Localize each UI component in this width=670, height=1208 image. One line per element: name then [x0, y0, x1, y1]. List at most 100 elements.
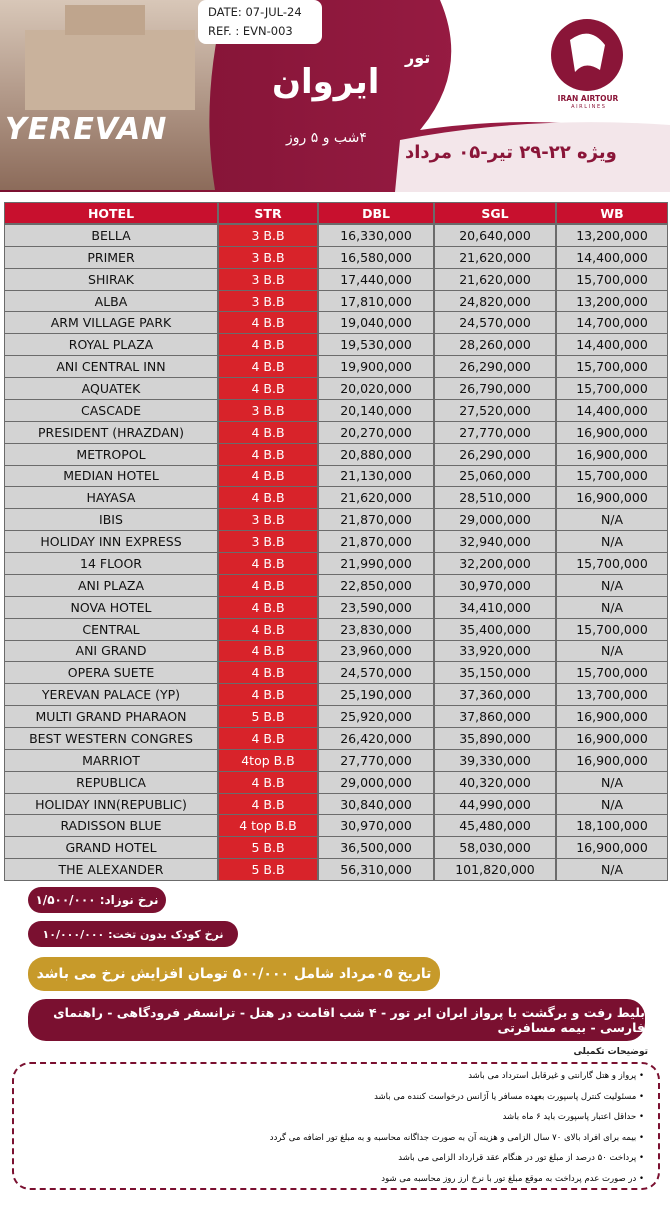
price-cell: 45,480,000 [434, 814, 556, 838]
header-cell: STR [218, 202, 318, 224]
price-cell: 22,850,000 [318, 573, 434, 597]
star-cell: 4 B.B [218, 420, 318, 444]
price-cell: METROPOL [4, 442, 218, 466]
logo-text: IRAN AIRTOUR [557, 94, 619, 103]
price-cell: 15,700,000 [556, 355, 668, 379]
price-cell: CASCADE [4, 398, 218, 422]
notice: تاریخ ۰۵مرداد شامل ۵۰۰/۰۰۰ تومان افزایش … [28, 957, 440, 991]
price-cell: 26,290,000 [434, 355, 556, 379]
star-cell: 4 B.B [218, 727, 318, 750]
price-cell: 20,140,000 [318, 398, 434, 422]
price-cell: 15,700,000 [556, 464, 668, 488]
building [25, 30, 195, 110]
star-cell: 5 B.B [218, 858, 318, 882]
ref: REF. : EVN-003 [208, 24, 293, 38]
price-cell: N/A [556, 573, 668, 597]
price-cell: N/A [556, 530, 668, 554]
price-cell: IBIS [4, 508, 218, 532]
star-cell: 4 top B.B [218, 814, 318, 838]
price-cell: 21,620,000 [434, 245, 556, 269]
price-cell: 15,700,000 [556, 552, 668, 575]
price-cell: N/A [556, 508, 668, 532]
price-cell: 21,870,000 [318, 508, 434, 532]
price-cell: BELLA [4, 224, 218, 247]
child-rate: نرخ کودک بدون تخت: ۱۰/۰۰۰/۰۰۰ [28, 921, 238, 947]
price-cell: 23,590,000 [318, 595, 434, 619]
note: حداقل اعتبار پاسپورت باید ۶ ماه باشد [28, 1107, 644, 1128]
price-cell: N/A [556, 858, 668, 882]
logo-emblem [570, 33, 605, 72]
price-cell: MARRIOT [4, 748, 218, 772]
price-cell: 30,840,000 [318, 792, 434, 816]
price-cell: 35,890,000 [434, 727, 556, 750]
price-cell: N/A [556, 639, 668, 663]
star-cell: 4 B.B [218, 617, 318, 641]
price-cell: NOVA HOTEL [4, 595, 218, 619]
price-cell: 21,130,000 [318, 464, 434, 488]
star-cell: 4 B.B [218, 639, 318, 663]
price-cell: 25,060,000 [434, 464, 556, 488]
star-cell: 4 B.B [218, 595, 318, 619]
star-cell: 3 B.B [218, 245, 318, 269]
price-cell: 25,190,000 [318, 683, 434, 707]
price-cell: 19,040,000 [318, 311, 434, 335]
price-cell: 21,990,000 [318, 552, 434, 575]
price-cell: 27,770,000 [318, 748, 434, 772]
star-cell: 3 B.B [218, 289, 318, 313]
price-cell: 13,200,000 [556, 224, 668, 247]
price-cell: HAYASA [4, 486, 218, 510]
price-cell: 27,770,000 [434, 420, 556, 444]
price-cell: 17,810,000 [318, 289, 434, 313]
price-cell: 14,400,000 [556, 398, 668, 422]
price-cell: 23,960,000 [318, 639, 434, 663]
logo-panel [420, 0, 670, 140]
header-cell: HOTEL [4, 202, 218, 224]
price-cell: N/A [556, 595, 668, 619]
price-cell: 20,640,000 [434, 224, 556, 247]
star-cell: 4 B.B [218, 333, 318, 357]
price-cell: 24,570,000 [318, 661, 434, 685]
price-cell: PRIMER [4, 245, 218, 269]
price-cell: 18,100,000 [556, 814, 668, 838]
price-cell: ANI PLAZA [4, 573, 218, 597]
price-cell: ROYAL PLAZA [4, 333, 218, 357]
price-cell: 16,900,000 [556, 442, 668, 466]
note: در صورت عدم پرداخت به موقع مبلغ تور با ن… [28, 1169, 644, 1190]
price-cell: 16,900,000 [556, 836, 668, 860]
star-cell: 4 B.B [218, 552, 318, 575]
price-cell: 21,870,000 [318, 530, 434, 554]
price-cell: 16,900,000 [556, 705, 668, 728]
star-cell: 4 B.B [218, 355, 318, 379]
notes-box: پرواز و هتل گارانتی و غیرقابل استرداد می… [12, 1062, 660, 1190]
price-cell: 36,500,000 [318, 836, 434, 860]
duration: ۴شب و ۵ روز [286, 130, 367, 146]
note: مسئولیت کنترل پاسپورت بعهده مسافر یا آژا… [28, 1087, 644, 1108]
star-cell: 5 B.B [218, 836, 318, 860]
price-cell: N/A [556, 770, 668, 794]
price-cell: ANI CENTRAL INN [4, 355, 218, 379]
price-cell: 20,020,000 [318, 377, 434, 400]
price-cell: 33,920,000 [434, 639, 556, 663]
star-cell: 4 B.B [218, 661, 318, 685]
price-cell: 20,270,000 [318, 420, 434, 444]
price-cell: 14,400,000 [556, 245, 668, 269]
price-cell: 30,970,000 [434, 573, 556, 597]
photo-text: YEREVAN [5, 112, 168, 147]
price-cell: 23,830,000 [318, 617, 434, 641]
note: پرداخت ۵۰ درصد از مبلغ تور در هنگام عقد … [28, 1148, 644, 1169]
star-cell: 3 B.B [218, 508, 318, 532]
price-cell: 15,700,000 [556, 377, 668, 400]
price-cell: 16,900,000 [556, 727, 668, 750]
header-cell: WB [556, 202, 668, 224]
price-cell: 13,200,000 [556, 289, 668, 313]
star-cell: 5 B.B [218, 705, 318, 728]
price-cell: 32,940,000 [434, 530, 556, 554]
price-cell: 35,150,000 [434, 661, 556, 685]
price-cell: 16,900,000 [556, 486, 668, 510]
price-cell: 56,310,000 [318, 858, 434, 882]
price-cell: THE ALEXANDER [4, 858, 218, 882]
price-cell: 35,400,000 [434, 617, 556, 641]
title: ایروان [272, 62, 380, 102]
price-cell: 30,970,000 [318, 814, 434, 838]
star-cell: 4 B.B [218, 311, 318, 335]
